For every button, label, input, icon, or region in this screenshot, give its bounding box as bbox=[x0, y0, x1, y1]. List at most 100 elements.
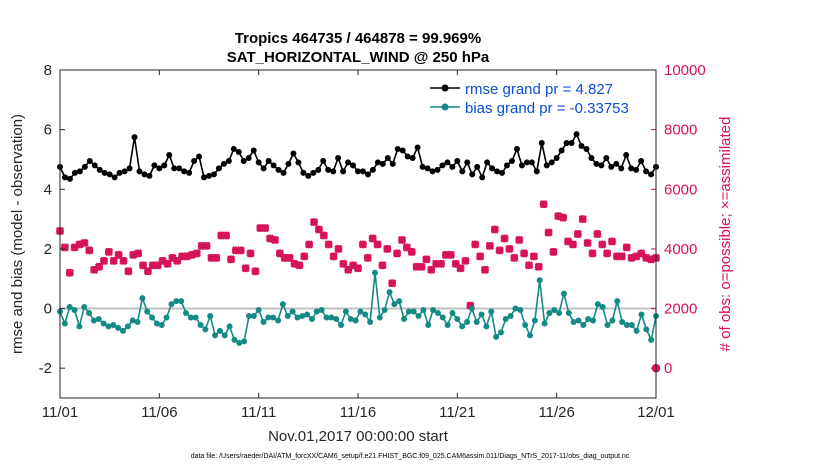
obs-assimilated-marker bbox=[251, 267, 260, 276]
bias-point bbox=[90, 317, 97, 324]
bias-point bbox=[139, 295, 146, 302]
bias-point bbox=[231, 336, 238, 343]
bias-point bbox=[279, 301, 286, 308]
rmse-point bbox=[71, 169, 78, 176]
rmse-point bbox=[434, 166, 441, 173]
bias-point bbox=[444, 321, 451, 328]
rmse-point bbox=[633, 166, 640, 173]
obs-assimilated-marker bbox=[104, 247, 113, 257]
bias-point bbox=[633, 327, 640, 334]
bias-point bbox=[260, 318, 267, 325]
rmse-point bbox=[86, 157, 93, 164]
rmse-point bbox=[583, 146, 590, 153]
obs-assimilated-marker bbox=[402, 243, 411, 252]
x-tick-label: 11/21 bbox=[439, 404, 475, 421]
rmse-point bbox=[345, 159, 352, 166]
obs-assimilated-marker bbox=[573, 229, 582, 239]
rmse-point bbox=[295, 159, 302, 166]
y-tick-label-right: 8000 bbox=[664, 122, 697, 139]
bias-point bbox=[628, 321, 635, 328]
rmse-point bbox=[210, 171, 217, 178]
bias-point bbox=[153, 320, 160, 327]
rmse-point bbox=[643, 168, 650, 175]
obs-assimilated-marker bbox=[334, 244, 343, 254]
obs-assimilated-marker bbox=[236, 246, 245, 255]
rmse-point bbox=[146, 172, 153, 179]
bias-point bbox=[304, 311, 311, 318]
bias-point bbox=[493, 333, 500, 340]
obs-assimilated-marker bbox=[510, 253, 519, 262]
rmse-point bbox=[533, 168, 540, 175]
rmse-point bbox=[508, 157, 515, 164]
bias-point bbox=[187, 314, 194, 321]
chart-title: Tropics 464735 / 464878 = 99.969% bbox=[235, 30, 481, 47]
bias-point bbox=[391, 301, 398, 308]
bias-point bbox=[536, 277, 543, 284]
bias-point bbox=[192, 314, 199, 321]
rmse-point bbox=[61, 174, 68, 181]
obs-assimilated-marker bbox=[241, 264, 250, 273]
obs-assimilated-marker bbox=[534, 262, 543, 271]
rmse-point bbox=[300, 169, 307, 176]
rmse-point bbox=[315, 166, 322, 173]
x-tick-label: 11/11 bbox=[241, 404, 276, 421]
bias-point bbox=[502, 315, 509, 322]
obs-assimilated-marker bbox=[148, 261, 157, 270]
obs-assimilated-marker bbox=[275, 249, 284, 258]
obs-assimilated-marker bbox=[373, 240, 382, 249]
rmse-point bbox=[201, 174, 208, 181]
rmse-point bbox=[265, 157, 272, 164]
obs-assimilated-marker bbox=[173, 256, 182, 265]
rmse-point bbox=[275, 166, 282, 173]
obs-assimilated-marker bbox=[476, 252, 485, 261]
obs-assimilated-marker bbox=[480, 265, 490, 274]
bias-point bbox=[265, 314, 272, 321]
bias-point bbox=[464, 318, 471, 325]
obs-assimilated-marker bbox=[344, 265, 353, 274]
bias-point bbox=[638, 311, 645, 318]
obs-assimilated-marker bbox=[178, 252, 187, 261]
bias-point bbox=[76, 323, 83, 330]
obs-assimilated-marker bbox=[187, 250, 197, 259]
rmse-point bbox=[76, 168, 83, 175]
bias-point bbox=[425, 321, 432, 328]
obs-assimilated-marker bbox=[207, 253, 216, 262]
rmse-point bbox=[578, 143, 585, 150]
obs-assimilated-marker bbox=[348, 261, 358, 270]
rmse-point bbox=[106, 171, 113, 178]
obs-assimilated-marker bbox=[295, 261, 304, 270]
rmse-point bbox=[285, 160, 292, 167]
bias-point bbox=[216, 327, 223, 334]
obs-assimilated-marker bbox=[270, 235, 280, 245]
obs-assimilated-marker bbox=[515, 235, 524, 245]
y-tick-label-left: 6 bbox=[44, 122, 52, 139]
rmse-point bbox=[320, 157, 327, 164]
obs-assimilated-marker bbox=[231, 246, 240, 255]
rmse-point bbox=[91, 162, 98, 169]
rmse-point bbox=[181, 168, 188, 175]
rmse-point bbox=[131, 134, 138, 141]
obs-assimilated-marker bbox=[436, 259, 446, 268]
obs-assimilated-marker bbox=[549, 247, 558, 257]
rmse-point bbox=[523, 159, 530, 166]
bias-point bbox=[328, 314, 335, 321]
rmse-point bbox=[340, 168, 347, 175]
bias-point bbox=[352, 317, 359, 324]
obs-assimilated-marker bbox=[383, 244, 392, 254]
obs-assimilated-marker bbox=[124, 267, 133, 276]
series-rmse bbox=[57, 131, 659, 182]
obs-assimilated-marker bbox=[456, 264, 465, 273]
bias-point bbox=[439, 314, 446, 321]
y-tick-label-left: 4 bbox=[44, 181, 52, 198]
obs-assimilated-marker bbox=[485, 241, 495, 251]
bias-point bbox=[570, 318, 577, 325]
obs-assimilated-marker bbox=[168, 253, 177, 262]
obs-assimilated-marker bbox=[138, 261, 148, 270]
rmse-point bbox=[538, 140, 545, 147]
obs-assimilated-marker bbox=[158, 256, 167, 265]
obs-assimilated-marker bbox=[603, 249, 612, 258]
obs-assimilated-marker bbox=[90, 265, 99, 274]
bias-point bbox=[245, 313, 252, 319]
rmse-point bbox=[225, 157, 232, 164]
bias-point bbox=[522, 321, 529, 328]
